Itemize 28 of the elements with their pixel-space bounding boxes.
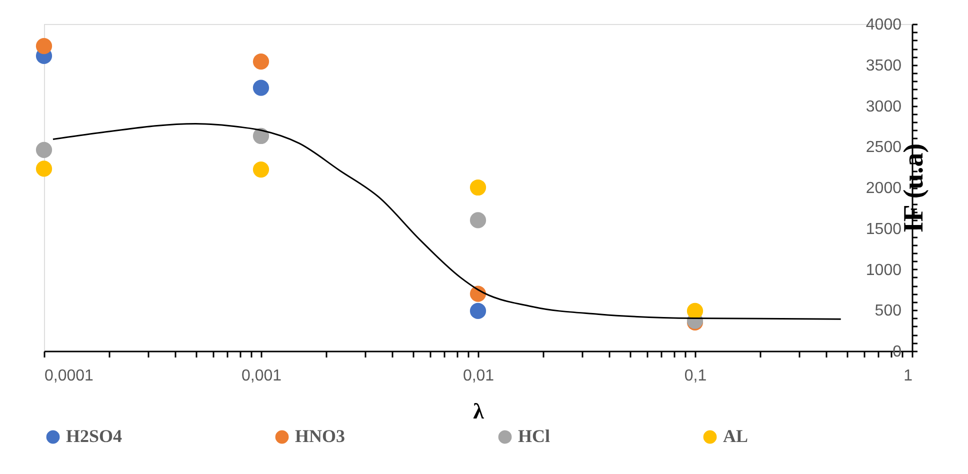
legend-label: H2SO4 [66,426,122,446]
point [470,302,486,319]
y-tick-label: 3000 [866,98,902,116]
y-tick-label: 4000 [866,16,902,34]
x-tick-label: 0,001 [241,368,282,384]
x-tick-label: 0,01 [462,368,494,384]
point [252,54,270,70]
point [470,179,486,196]
y-tick-label: 1000 [866,262,902,279]
point [36,142,52,158]
y-tick-label: 2000 [866,180,902,197]
x-tick-label: 0,1 [684,368,707,384]
y-tick-label: 3500 [866,57,902,74]
point [470,212,486,228]
point [686,302,704,319]
point [252,80,270,96]
legend-label: AL [723,426,748,446]
x-axis-title: λ [473,398,484,424]
point [252,128,270,144]
point [36,38,52,54]
legend-label: HNO3 [295,426,346,446]
x-tick-label: 0,0001 [44,368,94,384]
y-tick-label: 2500 [866,139,902,156]
point [252,161,270,178]
y-tick-label: 500 [874,302,902,320]
point [36,160,52,177]
x-tick-label: 1 [904,368,913,384]
legend-label: HCl [518,426,550,446]
